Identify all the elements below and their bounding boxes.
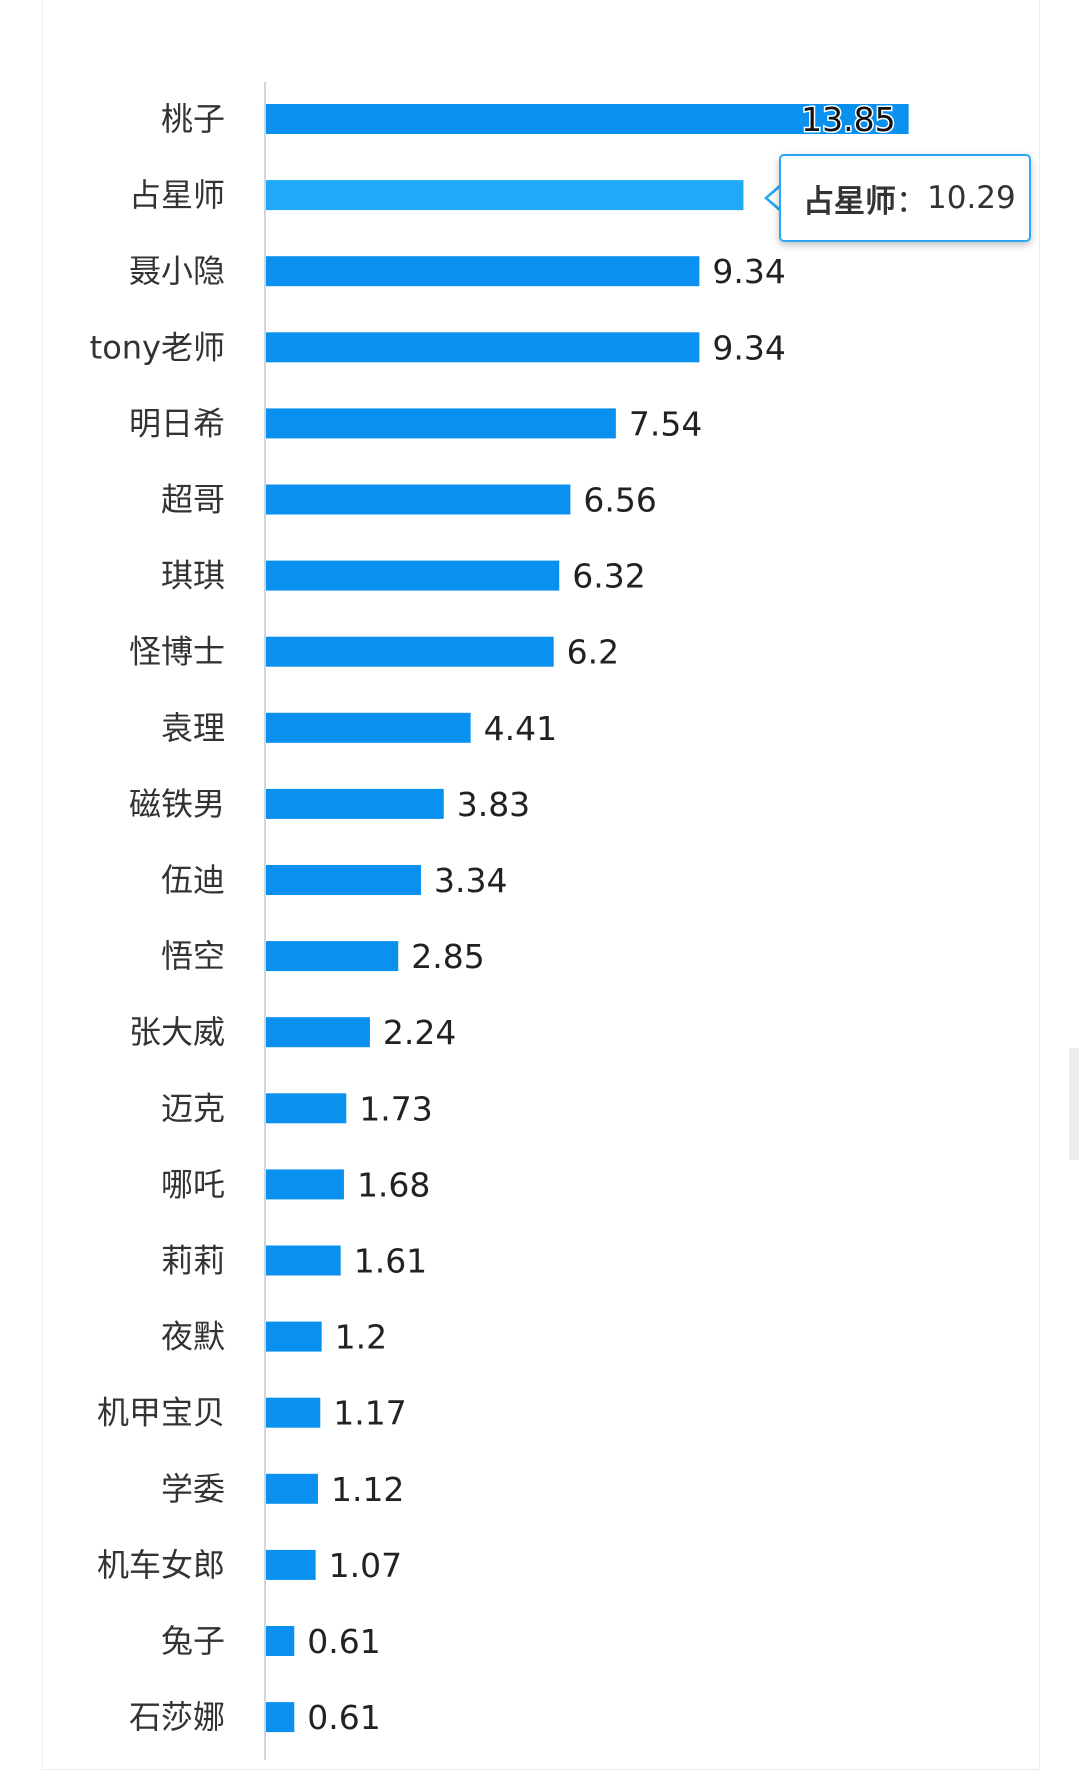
- bar-13[interactable]: [266, 1093, 347, 1124]
- bar-5[interactable]: [266, 484, 571, 515]
- category-label-11: 悟空: [161, 937, 225, 975]
- value-label-3: 9.34: [712, 328, 785, 367]
- tooltip-arrow-inner: [768, 187, 781, 209]
- category-label-10: 伍迪: [161, 861, 225, 899]
- bar-7[interactable]: [266, 636, 554, 667]
- category-label-8: 袁理: [161, 709, 225, 747]
- value-label-15: 1.61: [354, 1242, 427, 1281]
- value-label-11: 2.85: [411, 937, 484, 976]
- bar-18[interactable]: [266, 1473, 318, 1504]
- category-label-19: 机车女郎: [97, 1546, 225, 1584]
- bar-0[interactable]: [266, 104, 909, 134]
- bar-21[interactable]: [266, 1702, 295, 1733]
- category-label-7: 怪博士: [129, 633, 225, 671]
- category-label-4: 明日希: [129, 404, 225, 442]
- value-label-18: 1.12: [331, 1470, 404, 1509]
- value-label-13: 1.73: [359, 1089, 432, 1128]
- bar-6[interactable]: [266, 560, 560, 591]
- tooltip-separator: ：: [896, 183, 927, 220]
- chart-card: [42, 0, 1040, 1770]
- bar-15[interactable]: [266, 1245, 341, 1276]
- bar-16[interactable]: [266, 1321, 322, 1352]
- category-label-14: 哪吒: [161, 1165, 225, 1203]
- bar-20[interactable]: [266, 1626, 295, 1656]
- bar-10[interactable]: [266, 865, 421, 895]
- value-label-17: 1.17: [333, 1394, 406, 1433]
- value-label-6: 6.32: [572, 557, 645, 596]
- bar-17[interactable]: [266, 1397, 321, 1428]
- value-label-10: 3.34: [434, 861, 507, 900]
- value-label-9: 3.83: [457, 785, 530, 824]
- bar-9[interactable]: [266, 788, 444, 819]
- bar-19[interactable]: [266, 1549, 316, 1580]
- value-label-16: 1.2: [335, 1318, 387, 1357]
- tooltip-value: 10.29: [927, 180, 1016, 216]
- value-label-5: 6.56: [583, 481, 656, 520]
- tooltip-name: 占星师: [803, 183, 896, 220]
- category-label-21: 石莎娜: [129, 1698, 225, 1736]
- category-label-20: 兔子: [161, 1622, 225, 1660]
- category-label-6: 琪琪: [161, 557, 225, 595]
- bar-8[interactable]: [266, 712, 471, 743]
- category-label-15: 莉莉: [161, 1242, 225, 1280]
- scrollbar-thumb[interactable]: [1069, 1048, 1079, 1160]
- value-label-20: 0.61: [307, 1622, 380, 1661]
- category-label-3: tony老师: [90, 328, 225, 366]
- category-label-17: 机甲宝贝: [97, 1394, 225, 1432]
- value-label-19: 1.07: [329, 1546, 402, 1585]
- bar-2[interactable]: [266, 256, 700, 287]
- bar-14[interactable]: [266, 1169, 344, 1200]
- value-label-12: 2.24: [383, 1013, 456, 1052]
- value-label-8: 4.41: [484, 709, 557, 748]
- category-label-1: 占星师: [129, 176, 225, 214]
- value-label-2: 9.34: [712, 252, 785, 291]
- bar-4[interactable]: [266, 408, 616, 439]
- value-label-14: 1.68: [357, 1165, 430, 1204]
- bar-3[interactable]: [266, 332, 700, 363]
- value-label-7: 6.2: [567, 633, 619, 672]
- tooltip: 占星师： 10.29: [779, 154, 1031, 242]
- category-label-12: 张大威: [129, 1013, 225, 1051]
- bar-1[interactable]: [266, 180, 744, 211]
- category-label-18: 学委: [161, 1470, 225, 1508]
- bar-11[interactable]: [266, 941, 399, 972]
- category-label-16: 夜默: [161, 1318, 225, 1356]
- bars-layer: [266, 104, 909, 1733]
- category-label-9: 磁铁男: [129, 785, 225, 823]
- value-label-0: 13.85: [801, 100, 895, 139]
- value-label-21: 0.61: [307, 1698, 380, 1737]
- category-label-5: 超哥: [161, 481, 225, 519]
- category-label-2: 聂小隐: [129, 252, 225, 290]
- value-label-4: 7.54: [629, 404, 702, 443]
- category-label-13: 迈克: [161, 1089, 225, 1127]
- bar-12[interactable]: [266, 1017, 370, 1048]
- category-label-0: 桃子: [161, 100, 225, 138]
